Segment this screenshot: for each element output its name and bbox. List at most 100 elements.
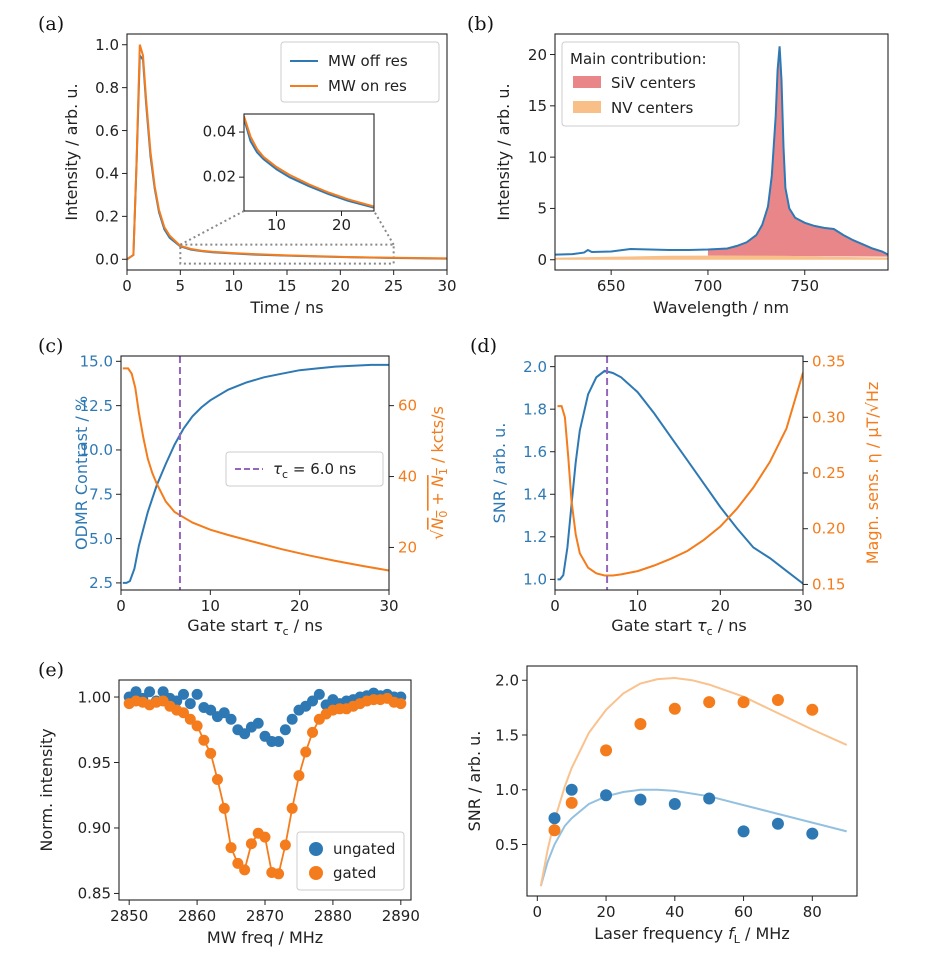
ungated-point (286, 713, 298, 725)
y-right-tick-label: 60 (398, 397, 417, 415)
legend-box (225, 451, 384, 487)
legend-label-mw-on: MW on res (328, 77, 407, 95)
y-tick-label: 0.6 (95, 122, 119, 140)
y-tick-label: 10 (528, 148, 547, 166)
gated-snr-point (565, 796, 578, 809)
y-tick-label: 0.2 (95, 208, 119, 226)
gated-point (198, 734, 210, 746)
legend-box (296, 831, 405, 891)
x-tick-label: 750 (790, 277, 819, 295)
x-tick-label: 2880 (314, 907, 352, 925)
x-tick-label: 25 (384, 277, 403, 295)
snr-line (557, 369, 803, 585)
ungated-point (313, 688, 325, 700)
gated-snr-point (737, 696, 750, 709)
ungated-point (279, 724, 291, 736)
panel-b-frame (554, 33, 889, 271)
panel-b: (b) 650 700 750 0 5 10 15 20 Wavelength / nm In… (467, 13, 889, 317)
gated-point (259, 831, 271, 843)
x-axis-label: Gate start τc / ns (187, 616, 323, 638)
gated-point (218, 802, 230, 814)
ungated-point (184, 698, 196, 710)
y-right-tick-label: 0.35 (812, 353, 845, 371)
gated-snr-point (703, 696, 716, 709)
y-axis-label: Intensity / arb. u. (494, 83, 513, 220)
ungated-snr-point (565, 783, 578, 796)
x-tick-label: 20 (711, 597, 730, 615)
y-tick-label: 1.0 (523, 571, 547, 589)
panel-e-right: 0 20 40 60 80 0.5 1.0 1.5 2.0 Laser frequency fL… (465, 665, 858, 946)
x-tick-label: 20 (332, 216, 351, 234)
y-right-tick-label: 0.20 (812, 520, 845, 538)
panel-e-left-frame (118, 679, 412, 901)
x-tick-label: 20 (290, 597, 309, 615)
ungated-snr-point (737, 825, 750, 838)
ungated-point (205, 704, 217, 716)
gated-snr-point (668, 702, 681, 715)
panel-a: (a) 0 5 10 15 20 25 30 0.0 0.2 0.4 0.6 0.8 1.0 Time … (38, 13, 457, 317)
x-tick-label: 10 (224, 277, 243, 295)
ungated-point (157, 686, 169, 698)
y-tick-label: 0.04 (203, 123, 236, 141)
gated-snr-point (771, 693, 784, 706)
ungated-point (130, 686, 142, 698)
x-tick-label: 20 (331, 277, 350, 295)
x-tick-label: 30 (379, 597, 398, 615)
panel-e-label: (e) (38, 659, 64, 681)
legend: MW off res MW on res (280, 41, 440, 103)
x-tick-label: 0 (122, 277, 132, 295)
y-right-tick-label: 20 (398, 538, 417, 556)
x-axis-label: MW freq / MHz (207, 928, 323, 947)
ungated-point (239, 728, 251, 740)
gated-point (395, 698, 407, 710)
y-axis-label-left: ODMR Contrast / % (72, 396, 91, 550)
y-tick-label: 1.00 (78, 688, 111, 706)
gated-point (184, 713, 196, 725)
y-tick-label: 5.0 (89, 530, 113, 548)
gated-point (300, 746, 312, 758)
ungated-snr-point (771, 817, 784, 830)
legend-title: Main contribution: (570, 50, 707, 68)
panel-a-frame (126, 33, 448, 271)
y-tick-label: 0.8 (95, 79, 119, 97)
x-axis-label: Time / ns (249, 298, 323, 317)
gated-point (178, 707, 190, 719)
gated-point (293, 770, 305, 782)
gated-point (239, 864, 251, 876)
panel-c: (c) 0 10 20 30 2.5 5.0 7.5 10.0 12.5 15.0 20 40 60 G… (38, 335, 450, 638)
x-tick-label: 40 (665, 903, 684, 921)
zoom-region-box (179, 243, 395, 265)
y-right-tick-label: 0.30 (812, 408, 845, 426)
ungated-snr-point (703, 792, 716, 805)
panel-a-label: (a) (38, 13, 64, 35)
gated-snr-point (634, 718, 647, 731)
ungated-point (225, 713, 237, 725)
legend-swatch-nv (573, 101, 601, 113)
y-tick-label: 2.5 (89, 574, 113, 592)
ungated-point (273, 736, 285, 748)
x-tick-label: 5 (176, 277, 186, 295)
ungated-point (144, 686, 156, 698)
y-axis-label: Intensity / arb. u. (62, 83, 81, 220)
y-tick-label: 0.02 (203, 168, 236, 186)
gated-model-line (539, 676, 848, 887)
legend: ungated gated (296, 831, 405, 891)
gated-snr-point (806, 703, 819, 716)
y-tick-label: 15.0 (80, 353, 113, 371)
x-tick-label: 2870 (246, 907, 284, 925)
inset-background (244, 114, 374, 211)
inset-frame (243, 113, 375, 212)
panel-c-frame (120, 355, 390, 591)
y-tick-label: 10.0 (80, 441, 113, 459)
x-tick-label: 650 (597, 277, 626, 295)
y-right-tick-label: 0.25 (812, 464, 845, 482)
x-tick-label: 15 (277, 277, 296, 295)
x-tick-label: 80 (803, 903, 822, 921)
inset-line-mw-on (244, 115, 374, 208)
gated-point (225, 842, 237, 854)
y-axis-label-left: SNR / arb. u. (490, 423, 509, 524)
inset-plot: 10 20 0.02 0.04 (203, 113, 375, 234)
y-tick-label: 1.6 (523, 443, 547, 461)
nv-area (555, 255, 888, 260)
